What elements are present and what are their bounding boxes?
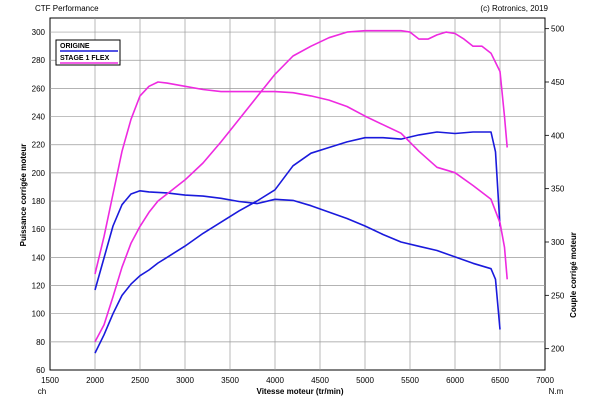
header-left: CTF Performance <box>35 4 99 13</box>
y-right-tick-label: 250 <box>551 291 565 300</box>
y-left-tick-label: 100 <box>32 310 46 319</box>
x-tick-label: 4500 <box>311 376 329 385</box>
y-left-tick-label: 160 <box>32 225 46 234</box>
y-right-axis-title: Couple corrigé moteur <box>569 232 578 318</box>
y-right-tick-label: 200 <box>551 345 565 354</box>
y-left-tick-label: 300 <box>32 28 46 37</box>
series-group <box>94 29 508 354</box>
y-right-tick-labels: 200 250 300 350 400 450 500 <box>545 25 565 354</box>
x-tick-label: 2500 <box>131 376 149 385</box>
plot-area <box>49 17 546 371</box>
y-left-tick-label: 60 <box>36 366 45 375</box>
x-tick-label: 5000 <box>356 376 374 385</box>
y-left-axis-title: Puissance corrigée moteur <box>19 144 28 247</box>
y-right-tick-label: 300 <box>551 238 565 247</box>
legend-label-origine: ORIGINE <box>60 43 90 50</box>
y-right-tick-label: 400 <box>551 131 565 140</box>
series-line-origine-torque <box>94 190 501 330</box>
header-right: (c) Rotronics, 2019 <box>480 4 548 13</box>
legend: ORIGINE STAGE 1 FLEX <box>55 39 121 66</box>
x-tick-label: 7000 <box>536 376 554 385</box>
grid <box>50 18 545 370</box>
x-tick-label: 1500 <box>41 376 59 385</box>
y-left-tick-label: 240 <box>32 113 46 122</box>
right-unit-label: N.m <box>549 387 564 396</box>
y-left-tick-label: 120 <box>32 282 46 291</box>
y-left-tick-label: 280 <box>32 56 46 65</box>
x-tick-label: 6000 <box>446 376 464 385</box>
y-right-tick-label: 450 <box>551 78 565 87</box>
y-left-tick-label: 260 <box>32 84 46 93</box>
x-tick-label: 6500 <box>491 376 509 385</box>
legend-box <box>55 39 121 66</box>
y-left-tick-label: 140 <box>32 253 46 262</box>
x-axis-title: Vitesse moteur (tr/min) <box>257 387 344 396</box>
series-line-origine-power <box>94 131 501 354</box>
x-tick-label: 2000 <box>86 376 104 385</box>
x-tick-label: 4000 <box>266 376 284 385</box>
y-right-tick-label: 350 <box>551 185 565 194</box>
y-left-tick-labels: 60 80 100 120 140 160 180 200 220 240 260 280 300 <box>32 28 46 375</box>
left-unit-label: ch <box>38 387 46 396</box>
y-left-tick-label: 220 <box>32 141 46 150</box>
series-line-stage-1-flex-torque <box>94 81 508 280</box>
x-tick-label: 3500 <box>221 376 239 385</box>
y-left-tick-label: 180 <box>32 197 46 206</box>
y-right-tick-label: 500 <box>551 25 565 34</box>
x-tick-label: 3000 <box>176 376 194 385</box>
y-left-tick-label: 200 <box>32 169 46 178</box>
legend-label-stage1: STAGE 1 FLEX <box>60 55 110 62</box>
x-tick-labels: 1500 2000 2500 3000 3500 4000 4500 5000 5500 6000… <box>41 376 554 385</box>
series-line-stage-1-flex-power <box>94 29 508 343</box>
x-tick-label: 5500 <box>401 376 419 385</box>
y-left-tick-label: 80 <box>36 338 45 347</box>
